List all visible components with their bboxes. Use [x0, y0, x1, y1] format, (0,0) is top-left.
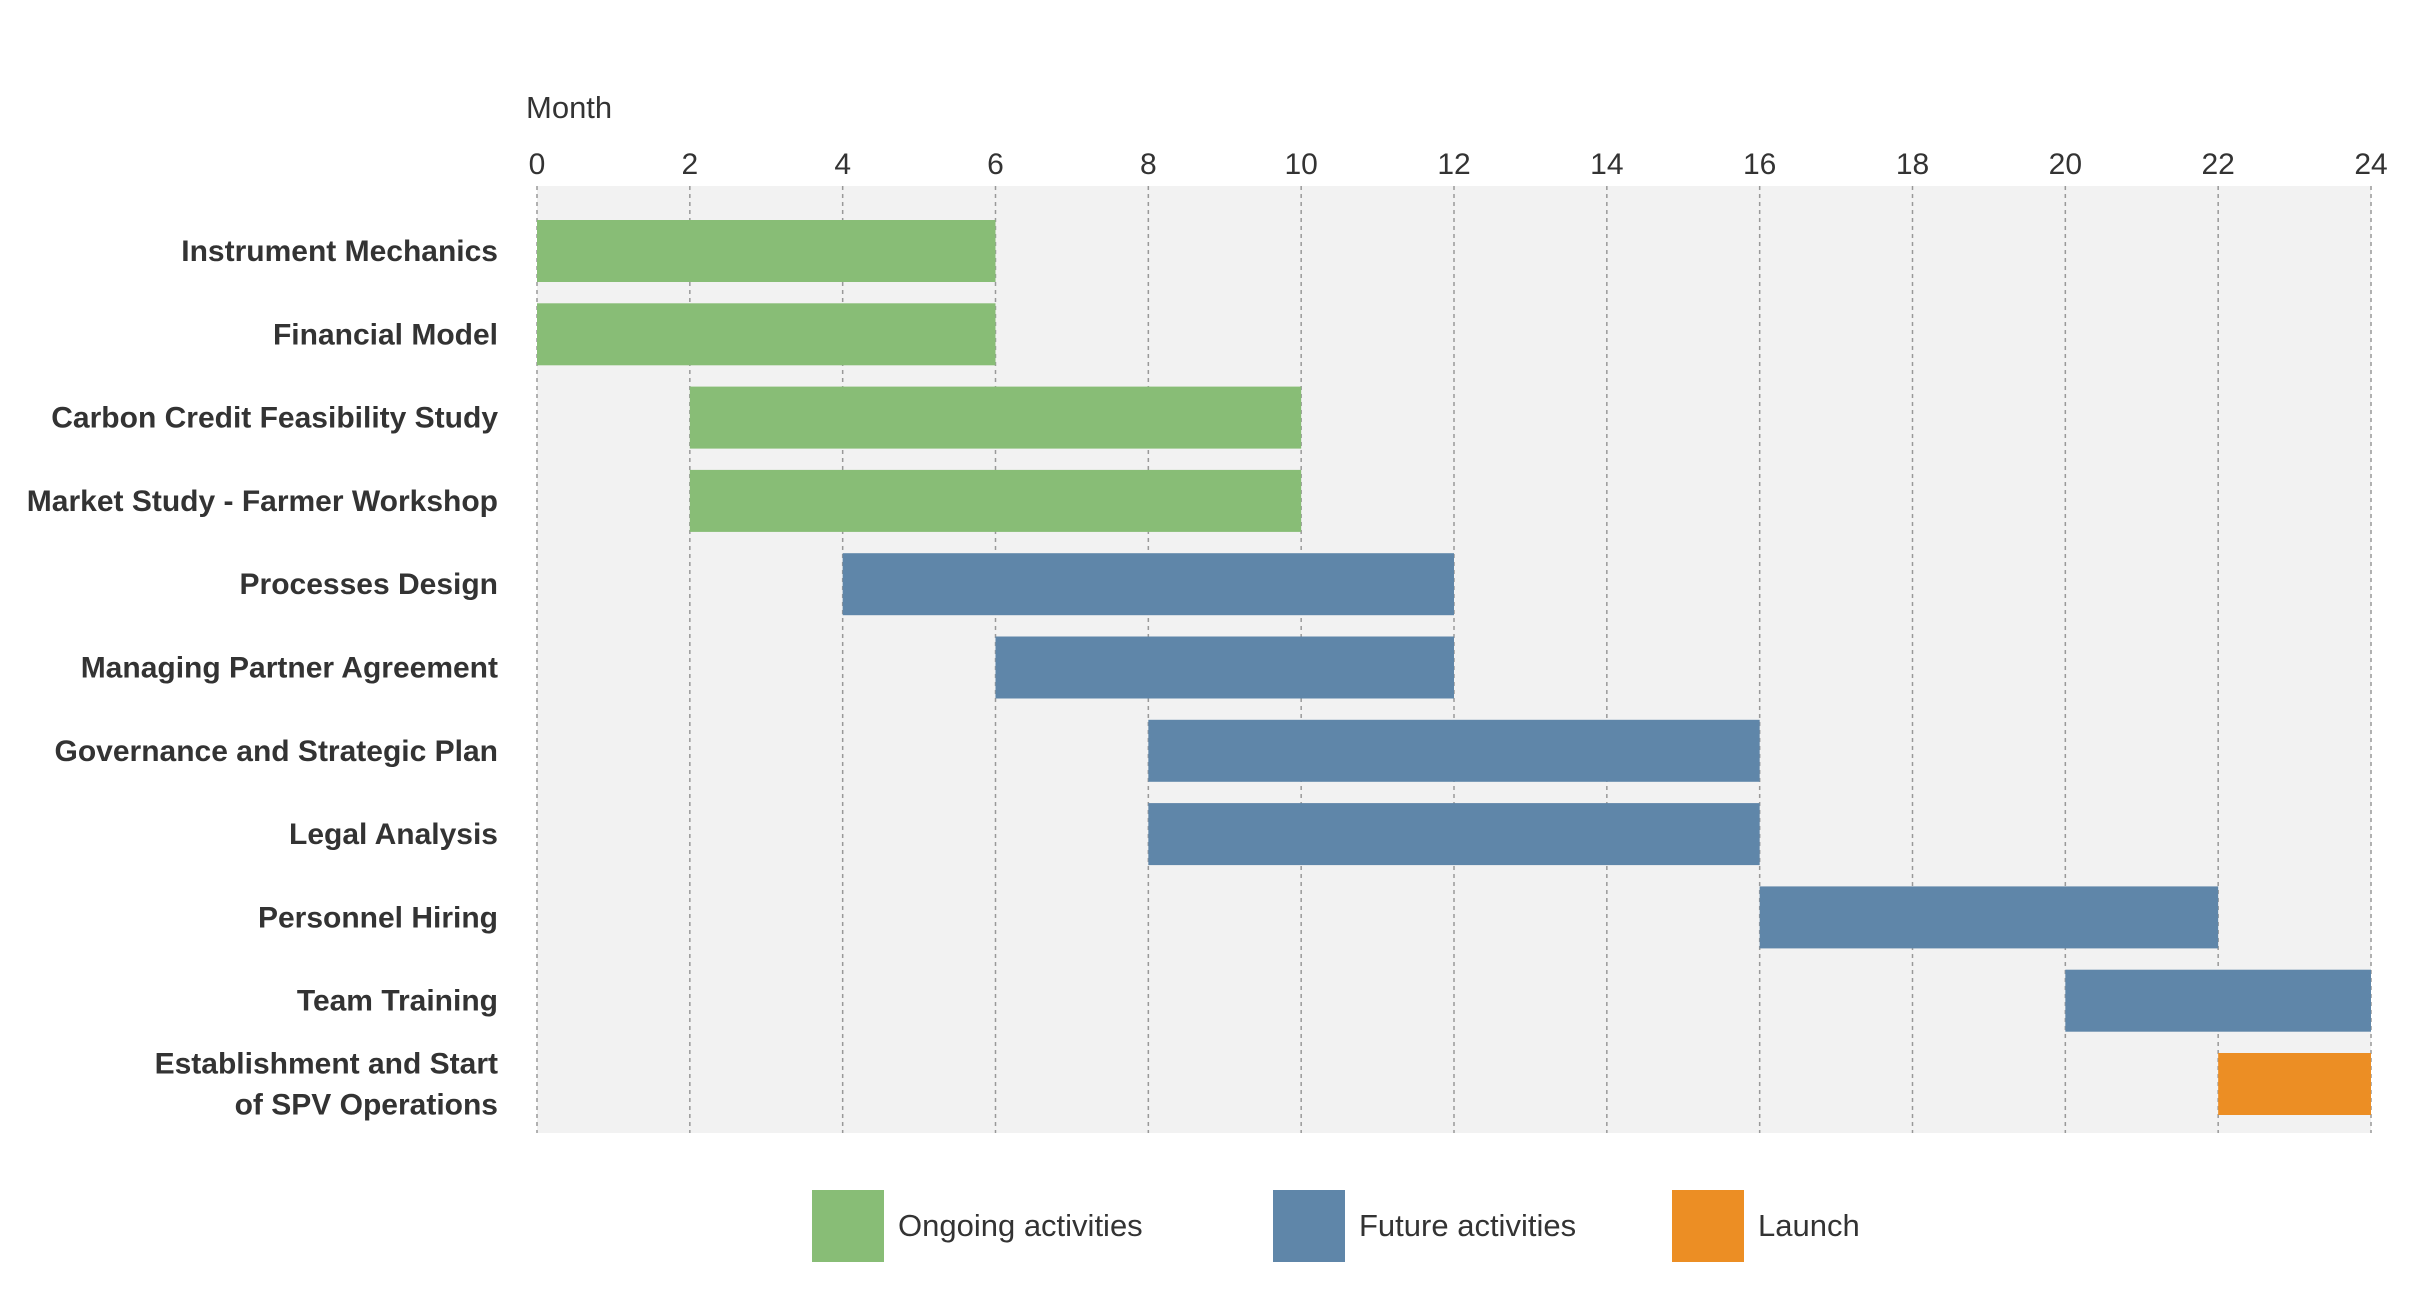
task-label: Team Training — [297, 985, 498, 1018]
legend-label: Ongoing activities — [898, 1208, 1143, 1243]
task-label: Market Study - Farmer Workshop — [27, 485, 498, 518]
legend-swatch — [1273, 1190, 1345, 1262]
x-tick-label: 20 — [2049, 148, 2082, 181]
task-bar — [995, 636, 1454, 699]
legend-swatch — [812, 1190, 884, 1262]
x-tick-label: 4 — [834, 148, 851, 181]
task-label: Carbon Credit Feasibility Study — [51, 402, 498, 435]
x-axis-title: Month — [526, 90, 612, 125]
task-bar — [1148, 719, 1760, 782]
task-bar — [2065, 969, 2371, 1032]
x-tick-label: 16 — [1743, 148, 1776, 181]
x-tick-label: 8 — [1140, 148, 1157, 181]
legend-swatch — [1672, 1190, 1744, 1262]
task-label: Establishment and Start — [155, 1048, 498, 1081]
x-tick-label: 24 — [2354, 148, 2387, 181]
task-bar — [1759, 886, 2219, 949]
task-label: Legal Analysis — [289, 818, 498, 851]
legend-label: Future activities — [1359, 1208, 1576, 1243]
x-tick-label: 2 — [681, 148, 698, 181]
task-bar — [842, 553, 1454, 616]
x-tick-label: 18 — [1896, 148, 1929, 181]
x-tick-label: 22 — [2201, 148, 2234, 181]
legend-label: Launch — [1758, 1208, 1860, 1243]
task-bar — [2218, 1053, 2371, 1115]
task-bar — [1148, 803, 1760, 866]
task-bar — [537, 220, 996, 282]
x-tick-label: 12 — [1437, 148, 1470, 181]
task-label: Instrument Mechanics — [181, 235, 498, 268]
task-label: Processes Design — [240, 568, 498, 601]
task-label: Managing Partner Agreement — [81, 652, 498, 685]
x-tick-label: 10 — [1284, 148, 1317, 181]
legend: Ongoing activities Future activities Launc… — [812, 1190, 1860, 1262]
x-tick-label: 6 — [987, 148, 1004, 181]
x-tick-label: 14 — [1590, 148, 1623, 181]
bars — [537, 220, 2371, 1115]
x-tick-labels: 0 2 4 6 8 10 12 14 16 18 20 22 24 — [529, 148, 2388, 181]
x-tick-label: 0 — [529, 148, 546, 181]
task-label: Personnel Hiring — [258, 901, 498, 934]
task-label: Governance and Strategic Plan — [55, 735, 498, 768]
task-label: Financial Model — [273, 318, 498, 351]
task-bar — [689, 469, 1302, 532]
task-label: of SPV Operations — [235, 1089, 498, 1122]
task-bar — [537, 303, 996, 366]
task-labels: Instrument Mechanics Financial Model Carbo… — [27, 235, 499, 1122]
task-bar — [689, 386, 1302, 449]
